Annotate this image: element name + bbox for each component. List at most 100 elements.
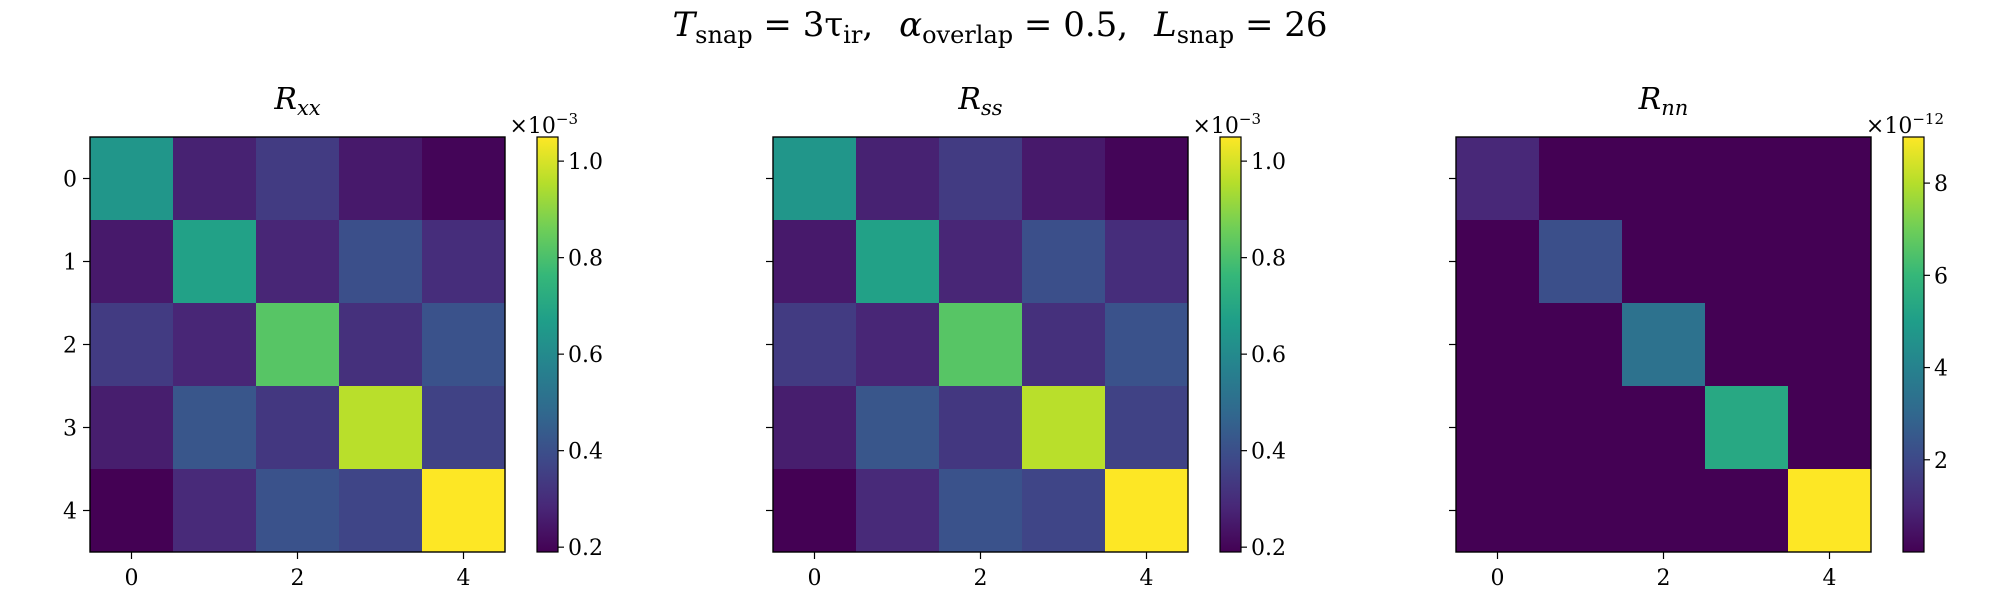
heatmap-cell xyxy=(90,220,174,304)
heatmap-cell xyxy=(1456,469,1540,553)
heatmap-cell xyxy=(173,220,257,304)
x-tick-label: 4 xyxy=(1140,566,1154,591)
heatmap-cell xyxy=(1788,137,1872,221)
heatmap-cell xyxy=(1539,220,1623,304)
colorbar-offset-label: ×10−3 xyxy=(1192,110,1261,139)
heatmap-cell xyxy=(856,303,940,387)
heatmap-cell xyxy=(173,303,257,387)
heatmap-cell xyxy=(1622,469,1706,553)
x-tick-label: 0 xyxy=(1491,566,1505,591)
y-tick-label: 1 xyxy=(63,251,77,276)
heatmap-cell xyxy=(939,220,1023,304)
colorbar-tick-label: 2 xyxy=(1934,449,1948,474)
heatmap-cell xyxy=(1105,137,1189,221)
heatmap-panel-xx: Rxx 0 1 2 3 4 0 2 4 0.2 0.4 0.6 0.8 1.0 ×10−3 xyxy=(63,82,603,591)
x-tick-label: 2 xyxy=(1657,566,1671,591)
heatmap-cell xyxy=(256,303,340,387)
heatmap-cell xyxy=(1022,220,1106,304)
colorbar-offset-label: ×10−3 xyxy=(509,110,578,139)
heatmap-panel-ss: Rss 0 2 4 0.2 0.4 0.6 0.8 1.0 ×10−3 xyxy=(766,82,1286,591)
heatmap-cell xyxy=(939,469,1023,553)
heatmap-cell xyxy=(1456,220,1540,304)
colorbar-tick-label: 4 xyxy=(1934,357,1948,382)
heatmap-cell xyxy=(773,137,857,221)
heatmap-cell xyxy=(1539,469,1623,553)
heatmap-cell xyxy=(1105,469,1189,553)
heatmap-cell xyxy=(1705,137,1789,221)
x-tick-label: 2 xyxy=(291,566,305,591)
heatmap-cell xyxy=(90,469,174,553)
heatmap-cell xyxy=(856,220,940,304)
heatmap-cell xyxy=(256,220,340,304)
colorbar-tick-label: 0.2 xyxy=(1251,536,1286,561)
colorbar xyxy=(1220,137,1241,552)
heatmap-cell xyxy=(1788,469,1872,553)
heatmap-cell xyxy=(856,137,940,221)
colorbar-tick-label: 0.6 xyxy=(568,343,603,368)
panel-title: Rxx xyxy=(273,82,320,120)
colorbar-frame xyxy=(1219,136,1242,553)
colorbar-offset-label: ×10−12 xyxy=(1866,110,1944,139)
colorbar-tick-label: 0.6 xyxy=(1251,343,1286,368)
heatmap-cell xyxy=(90,137,174,221)
heatmap-cell xyxy=(339,469,423,553)
heatmap-cell xyxy=(422,469,506,553)
heatmap-cell xyxy=(1539,137,1623,221)
heatmap-cell xyxy=(256,137,340,221)
heatmap-cell xyxy=(1456,386,1540,470)
y-tick-label: 3 xyxy=(63,417,77,442)
heatmap-cell xyxy=(90,386,174,470)
heatmap-cell xyxy=(773,220,857,304)
heatmap-panel-nn: Rnn 0 2 4 2 4 6 8 ×10−12 xyxy=(1449,82,1948,591)
heatmap-cell xyxy=(1705,220,1789,304)
colorbar-tick-label: 0.4 xyxy=(1251,440,1286,465)
heatmap-cell xyxy=(1105,303,1189,387)
heatmap-cell xyxy=(339,137,423,221)
heatmap-cell xyxy=(339,386,423,470)
heatmap-cell xyxy=(1788,220,1872,304)
x-tick-label: 4 xyxy=(457,566,471,591)
heatmap-cell xyxy=(1788,386,1872,470)
heatmap-cell xyxy=(339,303,423,387)
panel-title: Rnn xyxy=(1638,82,1689,120)
y-tick-label: 4 xyxy=(63,500,77,525)
heatmap-cell xyxy=(256,469,340,553)
heatmap-cell xyxy=(939,137,1023,221)
heatmap-cell xyxy=(256,386,340,470)
heatmap-cell xyxy=(1622,386,1706,470)
heatmap-cell xyxy=(422,220,506,304)
colorbar xyxy=(1903,137,1924,552)
heatmap-cell xyxy=(1705,386,1789,470)
figure-suptitle: Tsnap = 3τir, αoverlap = 0.5, Lsnap = 26 xyxy=(672,5,1327,49)
heatmap-cell xyxy=(422,303,506,387)
heatmap-cell xyxy=(1022,303,1106,387)
heatmap-cell xyxy=(1622,220,1706,304)
heatmap-cell xyxy=(422,137,506,221)
heatmap-cell xyxy=(1456,137,1540,221)
colorbar-tick-label: 8 xyxy=(1934,172,1948,197)
y-tick-label: 2 xyxy=(63,334,77,359)
heatmap-cell xyxy=(90,303,174,387)
y-tick-label: 0 xyxy=(63,168,77,193)
heatmap-cell xyxy=(422,386,506,470)
heatmap-cell xyxy=(1622,137,1706,221)
heatmap-cell xyxy=(773,469,857,553)
heatmap-cell xyxy=(1022,469,1106,553)
colorbar-tick-label: 0.8 xyxy=(1251,247,1286,272)
colorbar-tick-label: 0.8 xyxy=(568,247,603,272)
heatmap-cell xyxy=(1539,386,1623,470)
heatmap-cell xyxy=(856,469,940,553)
heatmap-cell xyxy=(1105,386,1189,470)
heatmap-cell xyxy=(1705,469,1789,553)
x-tick-label: 0 xyxy=(808,566,822,591)
heatmap-cell xyxy=(1788,303,1872,387)
heatmap-cell xyxy=(173,469,257,553)
heatmap-cell xyxy=(773,303,857,387)
heatmap-cell xyxy=(1622,303,1706,387)
colorbar-frame xyxy=(536,136,559,553)
x-tick-label: 0 xyxy=(125,566,139,591)
x-tick-label: 2 xyxy=(974,566,988,591)
x-tick-label: 4 xyxy=(1823,566,1837,591)
heatmap-cell xyxy=(1705,303,1789,387)
